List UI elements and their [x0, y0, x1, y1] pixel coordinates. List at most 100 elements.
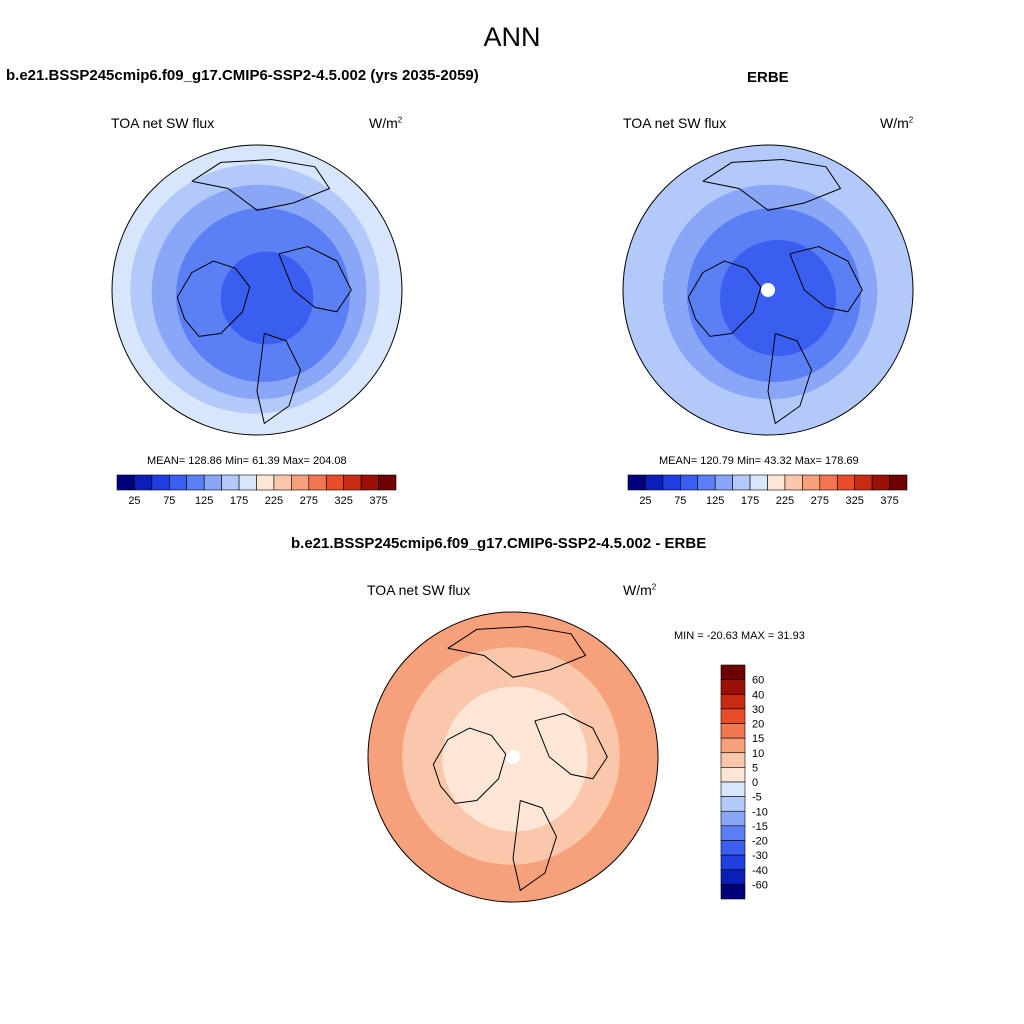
- panel2-colorbar: 25 75 125 175 225 275 325 375: [627, 474, 908, 507]
- panel3-units-label: W/m2: [623, 582, 657, 598]
- colorbar-box: [720, 810, 746, 827]
- colorbar-box: [714, 474, 733, 491]
- colorbar-box: [732, 474, 751, 491]
- colorbar-tick-label: 275: [300, 495, 318, 507]
- colorbar-tick-label: 225: [265, 495, 283, 507]
- colorbar-box: [343, 474, 362, 491]
- colorbar-box: [720, 664, 746, 680]
- panel1-colorbar: 25 75 125 175 225 275 325 375: [116, 474, 397, 507]
- colorbar-tick-label: 75: [163, 495, 175, 507]
- coastline-1: [767, 333, 813, 425]
- colorbar-tick-label: 20: [752, 719, 764, 731]
- colorbar-tick-label: 5: [752, 762, 758, 774]
- panel2-map: [622, 144, 914, 436]
- map-boundary: [111, 144, 403, 436]
- colorbar-box: [871, 474, 890, 491]
- colorbar-box: [221, 474, 240, 491]
- colorbar-box: [169, 474, 188, 491]
- panel1-variable-label: TOA net SW flux: [111, 115, 215, 131]
- colorbar-box: [378, 474, 397, 491]
- colorbar-tick-label: -5: [752, 792, 762, 804]
- panel3-title: b.e21.BSSP245cmip6.f09_g17.CMIP6-SSP2-4.…: [291, 535, 707, 552]
- colorbar-box: [720, 781, 746, 797]
- colorbar-tick-label: 325: [335, 495, 353, 507]
- colorbar-box: [854, 474, 873, 491]
- colorbar-tick-label: 30: [752, 704, 764, 716]
- coastline-0: [176, 260, 251, 337]
- panel3-variable-label: TOA net SW flux: [367, 582, 471, 598]
- panel1-map: [111, 144, 403, 436]
- colorbar-tick-label: -15: [752, 821, 768, 833]
- colorbar-box: [720, 796, 746, 812]
- colorbar-box: [645, 474, 664, 491]
- colorbar-box: [697, 474, 716, 491]
- colorbar-tick-label: 225: [776, 495, 794, 507]
- colorbar-tick-label: 275: [811, 495, 829, 507]
- colorbar-box: [720, 840, 746, 856]
- coastline-0: [432, 727, 507, 804]
- colorbar-tick-label: -40: [752, 865, 768, 877]
- colorbar-box: [238, 474, 257, 491]
- colorbar-tick-label: -60: [752, 879, 768, 891]
- panel1-title: b.e21.BSSP245cmip6.f09_g17.CMIP6-SSP2-4.…: [6, 67, 479, 84]
- colorbar-tick-label: -20: [752, 836, 768, 848]
- colorbar-box: [325, 474, 344, 491]
- colorbar-box: [836, 474, 855, 491]
- colorbar-box: [784, 474, 803, 491]
- colorbar-box: [720, 752, 746, 768]
- colorbar-box: [627, 474, 646, 491]
- colorbar-box: [360, 474, 379, 491]
- coastline-2: [534, 712, 608, 780]
- coastline-3: [447, 625, 587, 678]
- panel2-units-label: W/m2: [880, 115, 914, 131]
- colorbar-box: [116, 474, 135, 491]
- colorbar-box: [291, 474, 310, 491]
- colorbar-box: [720, 767, 746, 783]
- colorbar-box: [134, 474, 153, 491]
- panel3-colorbar: 60 40 30 20 15 10 5 0 -5 -10 -15 -20 -30 -40 -60: [720, 664, 768, 900]
- colorbar-box: [720, 854, 746, 871]
- colorbar-box: [308, 474, 327, 491]
- colorbar-tick-label: 175: [230, 495, 248, 507]
- colorbar-box: [720, 708, 746, 724]
- missing-pole-mark: [761, 283, 775, 297]
- panel1-units-label: W/m2: [369, 115, 403, 131]
- coastline-3: [191, 158, 331, 211]
- colorbar-tick-label: -10: [752, 806, 768, 818]
- panel2-field: [623, 145, 913, 435]
- colorbar-box: [151, 474, 170, 491]
- colorbar-box: [767, 474, 786, 491]
- colorbar-box: [819, 474, 838, 491]
- colorbar-box: [720, 884, 746, 900]
- coastline-1: [256, 333, 302, 425]
- colorbar-box: [720, 825, 746, 841]
- page-title: ANN: [483, 22, 541, 52]
- colorbar-tick-label: 40: [752, 689, 764, 701]
- colorbar-box: [203, 474, 222, 491]
- missing-pole-mark: [506, 750, 520, 764]
- panel2-title: ERBE: [747, 69, 789, 86]
- colorbar-box: [720, 693, 746, 710]
- colorbar-tick-label: 60: [752, 675, 764, 687]
- coastline-2: [789, 245, 863, 313]
- coastline-2: [278, 245, 352, 313]
- colorbar-tick-label: 325: [846, 495, 864, 507]
- colorbar-tick-label: 375: [369, 495, 387, 507]
- coastline-0: [687, 260, 762, 337]
- panel3-map: [367, 611, 659, 903]
- field-ring-4: [720, 240, 836, 356]
- colorbar-tick-label: 25: [639, 495, 651, 507]
- colorbar-tick-label: 125: [706, 495, 724, 507]
- colorbar-tick-label: 10: [752, 748, 764, 760]
- coastline-1: [512, 800, 558, 892]
- colorbar-tick-label: 175: [741, 495, 759, 507]
- colorbar-box: [720, 737, 746, 754]
- colorbar-box: [680, 474, 699, 491]
- colorbar-box: [749, 474, 768, 491]
- colorbar-box: [256, 474, 275, 491]
- panel3-stats: MIN = -20.63 MAX = 31.93: [674, 630, 805, 642]
- panel2-variable-label: TOA net SW flux: [623, 115, 727, 131]
- field-ring-4: [220, 251, 314, 345]
- colorbar-box: [720, 679, 746, 695]
